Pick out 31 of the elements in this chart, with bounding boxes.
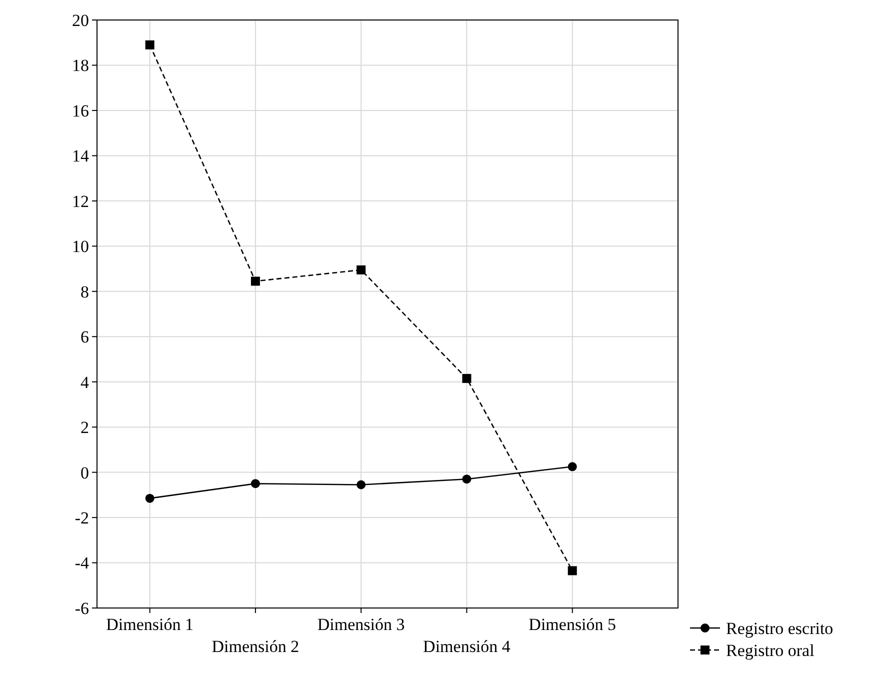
y-tick-label: -4 [74,554,90,573]
x-tick-label: Dimensión 4 [423,637,511,656]
x-tick-label: Dimensión 1 [106,615,194,634]
point [568,566,577,576]
y-tick-label: 2 [80,418,89,438]
point [356,480,366,490]
point [462,374,472,383]
x-tick-label: Dimensión 3 [317,615,405,634]
x-tick-label: Dimensión 5 [528,615,616,634]
point [250,276,260,286]
y-tick-label: 20 [72,10,89,30]
point [568,462,577,472]
y-tick-label: 12 [72,192,89,211]
point [145,494,154,503]
legend-label: Registro oral [726,640,815,660]
point [462,474,472,484]
point [145,40,154,50]
y-tick-label: 6 [80,328,89,347]
y-tick-label: 0 [80,463,89,482]
y-tick-label: 4 [80,372,90,392]
x-tick-label: Dimensión 2 [212,637,300,656]
point [356,265,366,274]
y-tick-label: 8 [80,282,89,302]
point [250,479,260,488]
y-tick-label: 14 [72,146,90,166]
y-tick-label: 18 [72,56,89,76]
y-tick-label: -2 [74,508,89,528]
y-tick-label: 10 [72,237,89,256]
legend-label: Registro escrito [726,618,834,638]
y-tick-label: -6 [74,598,89,618]
y-tick-label: 16 [72,101,89,120]
